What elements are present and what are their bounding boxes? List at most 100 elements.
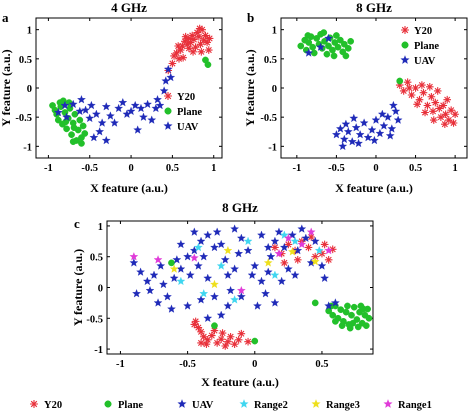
data-point [168,59,177,68]
legend-label: UAV [192,400,214,411]
data-point [167,304,176,313]
data-point [176,276,186,286]
data-point [77,95,86,104]
data-point [237,329,246,338]
data-point [166,72,176,82]
data-point [349,319,357,327]
legend-marker [311,399,321,408]
data-point [203,230,213,239]
data-point [277,276,287,286]
data-point [86,100,96,110]
data-point [155,100,165,110]
data-point [348,311,355,319]
data-point [159,86,169,95]
data-point [338,141,348,151]
data-point [344,44,352,52]
legend: Y20 Plane UAV [163,92,202,133]
data-point [216,310,226,319]
data-point [324,33,333,43]
data-point [193,28,201,37]
data-point [316,42,325,51]
data-point [207,331,216,340]
data-point [78,140,85,147]
data-point [195,32,203,41]
data-point [311,299,319,307]
data-point [263,258,273,267]
data-point [293,245,303,255]
data-point [341,119,351,128]
data-point [325,42,332,50]
y-tick-label: -1 [94,345,103,356]
data-point [223,245,233,255]
data-point [370,135,379,145]
data-point [172,49,181,57]
data-point [297,224,307,233]
data-point [183,252,192,261]
panel-label: c [74,216,80,231]
data-point [443,95,452,104]
data-point [350,303,358,311]
data-point [363,132,373,142]
data-point [447,106,455,114]
data-point [283,264,293,273]
x-tick-label: 0.5 [409,163,422,174]
data-point [297,42,305,50]
data-point [110,118,119,127]
data-point [163,292,172,301]
y-tick-label: 0.5 [90,253,103,264]
data-point [354,138,363,148]
x-tick-label: -0.5 [81,163,98,174]
data-point [360,305,367,313]
y-tick-label: 1 [27,26,32,37]
data-point [174,42,182,50]
data-point [197,328,205,336]
x-tick-label: 1 [453,163,458,174]
legend-label: Plane [118,400,143,411]
data-point [280,259,289,267]
data-point [283,233,293,242]
data-point [270,236,280,246]
legend-marker [164,107,172,115]
data-point [197,48,206,56]
data-point [340,40,348,48]
x-axis-label: X feature (a.u.) [201,375,279,389]
data-point [53,107,63,117]
data-point [139,112,148,121]
data-point [304,243,313,252]
data-point [210,242,219,252]
data-point [230,340,239,348]
data-point [449,119,458,127]
data-point [81,105,90,114]
data-point [263,242,273,252]
data-point [413,100,421,109]
data-point [415,95,424,104]
y-tick-label: 0 [272,84,277,95]
data-point [199,252,209,261]
data-point [261,289,270,298]
data-point [344,302,351,310]
bottom-legend: Y20 Plane UAV Range2 Range3 Range1 [30,399,432,411]
y-axis-label: Y feature (a.u.) [71,249,85,326]
data-point [210,279,219,289]
data-point [330,298,340,307]
data-point [375,128,385,138]
data-point [70,124,78,132]
legend-label: Plane [177,107,202,118]
data-point [310,49,318,57]
data-point [189,227,199,236]
data-point [387,124,397,133]
data-point [263,267,273,276]
data-point [153,255,163,264]
data-point [271,243,279,252]
data-point [204,46,213,54]
data-point [159,279,168,289]
data-point [89,132,99,142]
y-tick-label: 0.5 [264,55,277,66]
data-point [178,42,187,50]
data-point [243,236,253,246]
data-point [226,285,235,295]
data-point [129,258,139,267]
data-point [441,110,450,119]
panel-title: 8 GHz [356,0,392,15]
legend-marker [383,399,393,408]
